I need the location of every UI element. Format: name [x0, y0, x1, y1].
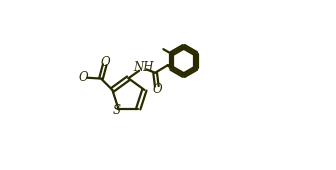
Text: O: O — [79, 71, 88, 84]
Text: O: O — [101, 56, 111, 69]
Text: NH: NH — [133, 61, 154, 74]
Text: O: O — [153, 83, 162, 96]
Text: S: S — [113, 104, 120, 117]
